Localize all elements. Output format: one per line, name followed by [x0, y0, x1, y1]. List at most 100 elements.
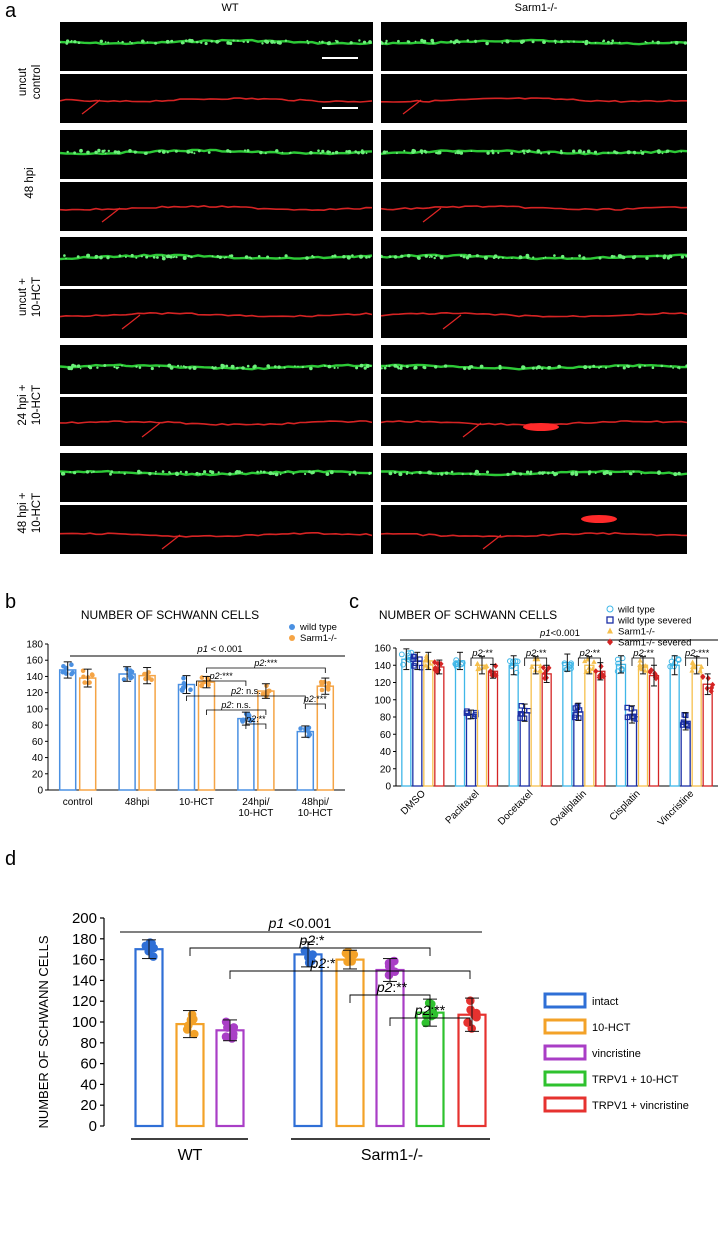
fiber-bead: [306, 39, 309, 42]
annotation: p2: n.s.: [220, 700, 251, 710]
fiber-bead: [672, 367, 674, 369]
fiber-bead: [685, 364, 687, 368]
fiber-bead: [547, 151, 551, 155]
legend-swatch: [543, 1044, 587, 1061]
fiber-bead: [92, 470, 95, 473]
data-point: [188, 687, 193, 692]
micrograph-red: [60, 505, 373, 554]
fiber-bead: [519, 472, 523, 476]
fiber-bead: [281, 151, 284, 154]
data-point: [614, 656, 621, 663]
data-point: [708, 684, 715, 691]
fiber-bead: [466, 39, 470, 42]
bar: [293, 953, 323, 1128]
sig-bracket: [196, 680, 247, 686]
fiber-bead: [66, 150, 69, 154]
micrograph-green: [381, 345, 687, 394]
fiber-bead: [317, 149, 320, 152]
fiber-bead: [140, 255, 143, 258]
bar: [519, 712, 530, 787]
fiber-bead: [232, 39, 235, 42]
data-point: [576, 707, 583, 713]
fiber-bead: [115, 366, 119, 370]
legend-label: TRPV1 + vincristine: [592, 1100, 689, 1112]
bar: [595, 670, 606, 787]
annotation: p2:**: [471, 648, 493, 659]
fiber-bead: [261, 42, 264, 45]
fiber-bead: [180, 365, 182, 367]
data-point: [546, 664, 552, 671]
data-point: [484, 663, 490, 669]
fiber-bead: [527, 149, 531, 153]
data-point: [710, 681, 716, 688]
data-point: [668, 658, 675, 665]
fiber-bead: [203, 470, 207, 474]
y-tick-label: 60: [380, 730, 392, 741]
fiber-bead: [571, 257, 573, 259]
fiber-bead: [594, 41, 597, 44]
fiber-bead: [572, 149, 576, 153]
y-tick-label: 100: [26, 704, 43, 715]
fiber-bead: [384, 41, 388, 45]
data-point: [318, 679, 324, 685]
fiber-bead: [437, 150, 442, 155]
fiber-bead: [279, 473, 282, 476]
fiber-bead: [318, 40, 321, 43]
fiber-bead: [469, 472, 472, 476]
fiber-bead: [167, 363, 172, 368]
fiber-bead: [542, 40, 546, 44]
micrograph-red: [381, 289, 687, 338]
fiber-bead: [195, 472, 198, 475]
fiber-bead: [465, 256, 470, 260]
legend-label: intact: [592, 996, 618, 1008]
fiber-bead: [60, 41, 62, 44]
data-point: [181, 675, 186, 681]
fiber-bead: [121, 40, 124, 44]
group-label-wt: WT: [178, 1147, 203, 1164]
fiber-bead: [246, 364, 250, 368]
annotation: p2:**: [414, 1002, 446, 1018]
x-tick-label: Cisplatin: [608, 788, 643, 823]
y-tick-label: 0: [89, 1118, 97, 1135]
legend-label: wild type severed: [617, 616, 691, 627]
data-point: [182, 1025, 192, 1034]
fiber-bead: [284, 39, 288, 42]
fiber-bead: [266, 255, 270, 259]
fiber-bead: [538, 471, 542, 475]
data-point: [400, 661, 406, 668]
bar: [237, 717, 255, 791]
fiber-bead: [184, 366, 187, 369]
fiber-bead: [347, 149, 352, 154]
fiber-bead: [529, 470, 533, 474]
fiber-path: [60, 204, 373, 212]
fiber-bead: [65, 42, 69, 45]
fiber-bead: [309, 366, 313, 371]
fiber-bead: [305, 256, 309, 260]
fiber-branch: [422, 207, 442, 223]
fiber-path: [381, 311, 687, 318]
fiber-bead: [570, 471, 575, 476]
fiber-bead: [397, 39, 400, 43]
row-label-line: 10-HCT: [31, 384, 43, 426]
fiber-bead: [76, 255, 80, 258]
fiber-bead: [419, 149, 424, 153]
annotation: p2:***: [303, 694, 328, 704]
fiber-bead: [169, 255, 173, 259]
y-tick-label: 20: [32, 769, 44, 780]
data-point: [410, 653, 417, 660]
data-point: [411, 663, 417, 669]
data-point: [628, 705, 635, 712]
y-tick-label: 40: [80, 1076, 97, 1093]
micrograph-green: [381, 130, 687, 179]
y-tick-label: 100: [374, 695, 391, 706]
fiber-bead: [474, 41, 477, 44]
fiber-bead: [331, 151, 335, 155]
fiber-bead: [246, 40, 250, 44]
fiber-bead: [86, 150, 90, 155]
y-tick-label: 120: [26, 688, 43, 699]
fiber-bead: [259, 150, 263, 155]
fiber-bead: [182, 256, 187, 260]
fiber-bead: [327, 364, 332, 369]
bar: [584, 664, 595, 787]
y-tick-label: 60: [80, 1056, 97, 1073]
